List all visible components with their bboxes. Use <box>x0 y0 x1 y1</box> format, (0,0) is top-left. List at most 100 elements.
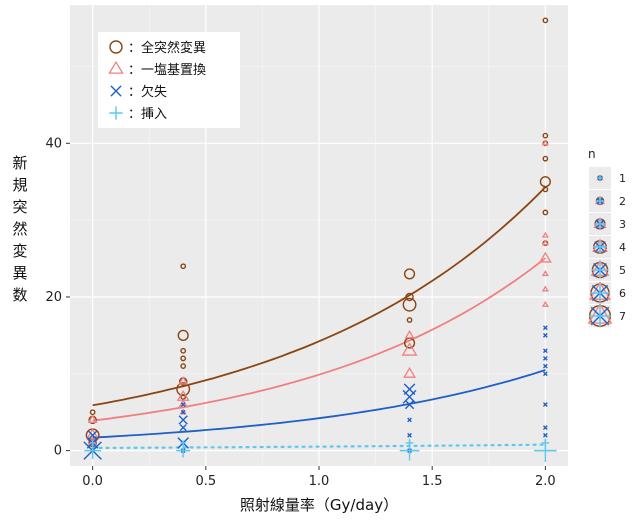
data-point-triangle <box>404 330 415 339</box>
legend-label: ：欠失 <box>128 84 167 100</box>
x-tick-label: 1.0 <box>309 474 330 489</box>
size-legend-plus <box>594 218 606 230</box>
y-axis-label-text: 新規突然変異数 <box>12 154 27 304</box>
data-point-plus <box>180 440 186 446</box>
data-point-x <box>404 399 415 410</box>
data-point-circle <box>542 132 549 139</box>
data-point-x <box>542 363 548 369</box>
data-point-circle <box>176 382 191 397</box>
fit-line-x <box>92 369 546 439</box>
data-point-x <box>542 402 548 407</box>
size-legend-plus <box>593 240 607 254</box>
size-legend-label: 2 <box>619 195 626 208</box>
data-point-circle <box>542 186 549 193</box>
data-point-circle <box>180 355 187 362</box>
data-point-x <box>542 348 548 354</box>
legend-label: ：全突然変異 <box>128 40 206 56</box>
x-axis-label: 照射線量率（Gy/day） <box>240 496 398 514</box>
x-tick-label: 0.0 <box>82 474 103 489</box>
y-axis-ticks: 0 20 40 <box>45 136 70 459</box>
size-legend: n 1 2 3 4 5 6 7 <box>587 147 626 328</box>
legend-label: ：挿入 <box>128 107 167 122</box>
fit-line-plus <box>91 443 547 449</box>
data-point-circle <box>180 363 187 370</box>
size-legend-label: 1 <box>619 172 626 185</box>
x-tick-label: 0.5 <box>195 474 216 489</box>
size-legend-label: 7 <box>619 310 626 323</box>
data-point-circle <box>542 155 549 162</box>
y-axis-label-char: 異 <box>12 264 27 282</box>
fit-lines <box>91 186 547 449</box>
y-tick-label: 20 <box>45 290 62 305</box>
data-point-x <box>180 402 186 407</box>
data-point-x <box>542 356 548 361</box>
size-legend-label: 6 <box>619 287 626 300</box>
data-point-triangle <box>541 139 549 146</box>
data-point-triangle <box>178 376 189 385</box>
y-axis-label-char: 数 <box>12 286 27 304</box>
x-tick-label: 1.5 <box>422 474 443 489</box>
y-axis-label-char: 規 <box>12 176 27 194</box>
data-point-x <box>180 409 186 415</box>
data-point-x <box>542 325 548 331</box>
data-point-triangle <box>541 239 549 246</box>
data-point-plus <box>541 439 550 447</box>
size-legend-label: 5 <box>619 264 626 277</box>
size-legend-plus <box>596 197 604 205</box>
size-legend-title: n <box>588 147 596 161</box>
series-legend: ：全突然変異 ：一塩基置換 ：欠失 ：挿入 <box>98 32 240 128</box>
y-axis-label-char: 新 <box>12 154 27 172</box>
data-point-circle <box>405 292 414 302</box>
data-point-plus <box>176 443 191 458</box>
size-legend-label: 3 <box>619 218 626 231</box>
legend-marker-circle <box>109 40 123 54</box>
size-legend-label: 4 <box>619 241 626 254</box>
data-point-triangle <box>403 366 417 378</box>
fit-line-triangle <box>92 257 546 422</box>
y-axis-label: 新規突然変異数 <box>12 154 27 304</box>
data-point-plus <box>90 440 96 446</box>
legend-marker-plus <box>109 106 123 120</box>
data-point-triangle <box>541 300 549 307</box>
legend-marker-x <box>110 85 122 97</box>
data-point-x <box>87 430 98 440</box>
data-point-x <box>542 371 548 377</box>
x-axis-ticks: 0.0 0.5 1.0 1.5 2.0 <box>82 466 556 489</box>
size-legend-plus <box>590 283 610 303</box>
data-point-triangle <box>87 414 98 423</box>
data-points <box>83 17 557 462</box>
data-point-circle <box>402 297 417 312</box>
data-point-circle <box>180 263 187 270</box>
data-point-triangle <box>541 231 549 238</box>
data-point-circle <box>89 409 96 416</box>
data-point-triangle <box>541 270 549 277</box>
data-point-triangle <box>541 285 549 292</box>
data-point-x <box>407 417 412 423</box>
y-axis-label-char: 突 <box>12 198 27 216</box>
y-tick-label: 40 <box>45 136 62 151</box>
data-point-x <box>178 415 188 425</box>
data-point-circle <box>177 329 189 341</box>
data-point-circle <box>406 317 413 323</box>
data-point-x <box>542 432 548 438</box>
y-tick-label: 0 <box>54 444 62 459</box>
legend-marker-triangle <box>108 60 124 74</box>
y-axis-label-char: 然 <box>12 220 27 238</box>
data-point-triangle <box>401 342 418 356</box>
data-point-plus <box>405 439 414 447</box>
data-point-x <box>407 432 412 438</box>
fit-line-circle <box>92 186 547 407</box>
data-point-x <box>179 424 187 432</box>
data-point-circle <box>542 17 549 24</box>
size-legend-plus <box>591 261 609 279</box>
data-point-circle <box>180 347 187 354</box>
size-legend-plus <box>588 304 612 328</box>
data-point-triangle <box>178 399 189 408</box>
legend-label: ：一塩基置換 <box>128 63 206 78</box>
x-tick-label: 2.0 <box>535 474 556 489</box>
data-point-x <box>542 425 548 430</box>
data-point-x <box>542 333 548 338</box>
data-point-triangle <box>538 251 552 263</box>
size-legend-plus <box>597 175 603 181</box>
